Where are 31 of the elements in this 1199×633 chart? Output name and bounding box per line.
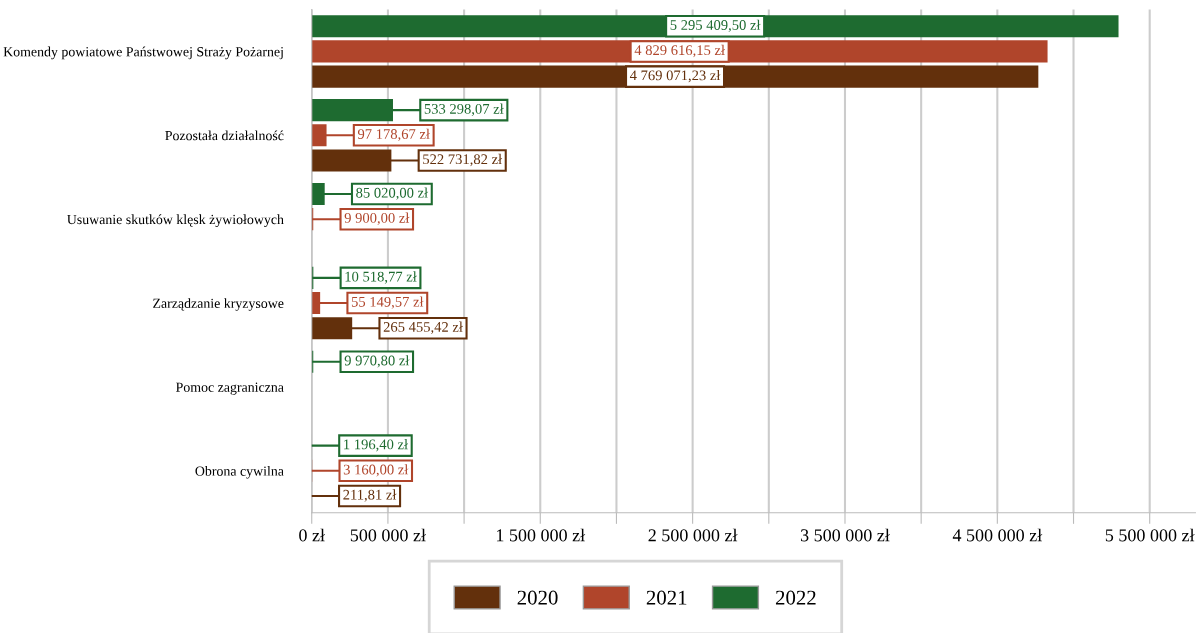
data-label: 5 295 409,50 zł [670, 19, 761, 33]
y-tick-label: Pozostała działalność [165, 130, 284, 141]
data-label: 265 455,42 zł [383, 321, 463, 334]
x-tick-label: 5 500 000 zł [1105, 528, 1195, 542]
data-label: 10 518,77 zł [345, 271, 417, 284]
data-label: 522 731,82 zł [423, 153, 503, 167]
data-label: 9 900,00 zł [344, 212, 410, 225]
data-label: 211,81 zł [343, 489, 397, 502]
x-tick-label: 4 500 000 zł [952, 528, 1043, 542]
data-label: 4 829 616,15 zł [634, 44, 725, 58]
legend-label: 2021 [646, 590, 687, 605]
data-label: 97 178,67 zł [357, 128, 430, 142]
data-label: 533 298,07 zł [424, 103, 504, 116]
y-tick-label: Zarządzanie kryzysowe [153, 298, 284, 311]
y-tick-label: Obrona cywilna [195, 465, 284, 479]
x-tick-label: 3 500 000 zł [800, 528, 890, 542]
data-label: 3 160,00 zł [343, 464, 409, 477]
legend-label: 2022 [775, 590, 816, 605]
x-tick-label: 500 000 zł [350, 528, 426, 542]
x-tick-label: 1 500 000 zł [496, 528, 586, 542]
data-label: 9 970,80 zł [344, 355, 410, 368]
legend-label: 2020 [517, 590, 558, 605]
x-tick-label: 0 zł [299, 528, 325, 542]
y-tick-label: Pomoc zagraniczna [176, 382, 284, 395]
data-label: 55 149,57 zł [351, 296, 424, 309]
y-tick-label: Komendy powiatowe Państwowej Straży Pożarnej [3, 46, 283, 60]
y-tick-label: Usuwanie skutków klęsk żywiołowych [67, 214, 284, 227]
data-label: 1 196,40 zł [344, 439, 408, 452]
data-label: 85 020,00 zł [356, 187, 429, 200]
data-label: 4 769 071,23 zł [629, 69, 721, 83]
x-tick-label: 2 500 000 zł [648, 528, 738, 542]
